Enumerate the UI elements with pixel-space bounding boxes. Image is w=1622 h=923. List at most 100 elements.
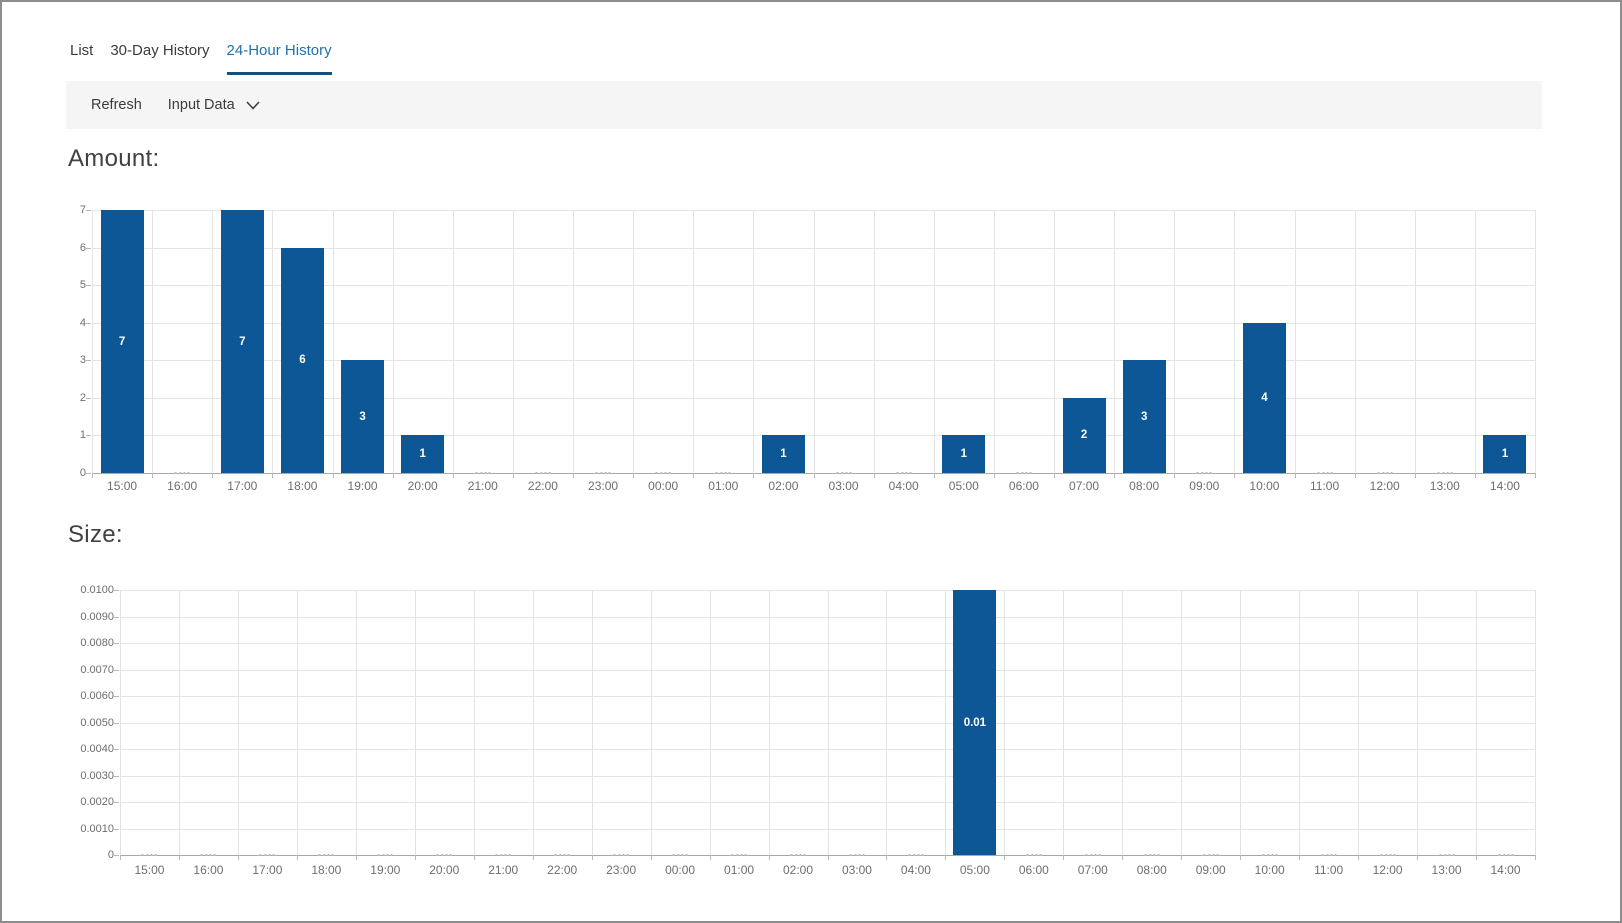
gridline-vertical xyxy=(827,590,829,855)
refresh-button[interactable]: Refresh xyxy=(91,97,142,113)
gridline-vertical xyxy=(650,590,652,855)
gridline-vertical xyxy=(873,210,875,473)
y-axis-tick xyxy=(114,643,119,644)
zero-value-marker xyxy=(1437,472,1453,474)
x-axis-tick xyxy=(473,855,475,860)
gridline-vertical xyxy=(355,590,357,855)
bar-10:00[interactable]: 4 xyxy=(1242,322,1286,473)
bar-19:00[interactable]: 3 xyxy=(341,360,385,473)
gridline-vertical xyxy=(1354,210,1356,473)
x-axis-tick-label: 14:00 xyxy=(1489,479,1520,493)
x-axis-tick-label: 05:00 xyxy=(959,863,990,877)
zero-value-marker xyxy=(715,472,731,474)
zero-value-marker xyxy=(174,472,190,474)
y-axis-tick-label: 4 xyxy=(79,316,86,329)
x-axis-tick-label: 05:00 xyxy=(948,479,979,493)
x-axis-tick xyxy=(1234,473,1236,478)
bar-07:00[interactable]: 2 xyxy=(1062,397,1106,473)
y-axis-tick xyxy=(114,696,119,697)
bar-02:00[interactable]: 1 xyxy=(761,435,805,473)
x-axis-tick xyxy=(768,855,770,860)
y-axis-tick xyxy=(114,669,119,671)
zero-value-marker xyxy=(613,854,629,856)
x-axis-tick xyxy=(1063,855,1065,860)
x-axis-tick xyxy=(886,855,888,860)
bar-17:00[interactable]: 7 xyxy=(220,210,264,473)
x-axis-tick xyxy=(1114,473,1116,478)
y-axis-tick xyxy=(114,749,119,750)
y-axis-tick-label: 2 xyxy=(79,391,86,404)
x-axis-tick xyxy=(753,473,755,478)
x-axis-tick xyxy=(591,855,593,860)
bar-20:00[interactable]: 1 xyxy=(401,435,445,473)
x-axis-tick xyxy=(1417,855,1419,860)
x-axis-tick-label: 22:00 xyxy=(527,479,558,493)
x-axis-tick-label: 21:00 xyxy=(467,479,498,493)
zero-value-marker xyxy=(495,854,511,856)
zero-value-marker xyxy=(554,854,570,856)
gridline-vertical xyxy=(886,590,888,855)
zero-value-marker xyxy=(1262,854,1278,856)
gridline-vertical xyxy=(452,210,454,473)
y-axis-tick xyxy=(114,775,119,777)
gridline-vertical xyxy=(1234,210,1236,473)
zero-value-marker xyxy=(849,854,865,856)
x-axis-tick-label: 10:00 xyxy=(1249,479,1280,493)
x-axis-tick-label: 02:00 xyxy=(768,479,799,493)
x-axis-tick-label: 18:00 xyxy=(311,863,342,877)
x-axis-tick xyxy=(120,855,121,860)
x-axis-tick xyxy=(414,855,416,860)
x-axis-tick-label: 09:00 xyxy=(1189,479,1220,493)
x-axis-tick xyxy=(945,855,947,860)
gridline-vertical xyxy=(633,210,635,473)
tab-bar: List 30-Day History 24-Hour History xyxy=(70,42,332,75)
zero-value-marker xyxy=(141,854,157,856)
input-data-dropdown[interactable]: Input Data xyxy=(168,96,260,114)
zero-value-marker xyxy=(790,854,806,856)
x-axis-tick xyxy=(1299,855,1301,860)
x-axis-tick-label: 20:00 xyxy=(429,863,460,877)
bar-value-label: 3 xyxy=(359,410,366,423)
y-axis-tick-label: 0 xyxy=(79,467,86,479)
x-axis-tick-label: 13:00 xyxy=(1429,479,1460,493)
x-axis-tick-label: 11:00 xyxy=(1309,479,1340,493)
x-axis-tick-label: 12:00 xyxy=(1369,479,1400,493)
gridline-vertical xyxy=(813,210,815,473)
tab-list[interactable]: List xyxy=(70,42,94,59)
gridline-vertical xyxy=(92,210,93,473)
x-axis-tick xyxy=(237,855,239,860)
bar-08:00[interactable]: 3 xyxy=(1122,360,1166,473)
x-axis-tick xyxy=(1474,473,1476,478)
input-data-label: Input Data xyxy=(167,97,235,113)
bar-05:00[interactable]: 0.01 xyxy=(953,590,997,855)
bar-15:00[interactable]: 7 xyxy=(100,210,144,473)
bar-value-label: 1 xyxy=(1501,448,1509,461)
bar-value-label: 7 xyxy=(118,335,126,348)
zero-value-marker xyxy=(1016,472,1032,474)
size-bar-chart: 0 0.0010 0.0020 0.0030 0.0040 0.0050 0.0060 0.0… xyxy=(62,582,1602,892)
bar-05:00[interactable]: 1 xyxy=(942,435,986,473)
gridline-vertical xyxy=(178,590,180,855)
bar-18:00[interactable]: 6 xyxy=(280,247,324,473)
zero-value-marker xyxy=(896,472,912,474)
zero-value-marker xyxy=(1196,472,1212,474)
x-axis-tick xyxy=(212,473,214,478)
x-axis-tick-label: 09:00 xyxy=(1195,863,1226,877)
tab-24-hour-history[interactable]: 24-Hour History xyxy=(226,42,332,75)
x-axis-tick xyxy=(152,473,154,478)
y-axis-tick-label: 1 xyxy=(79,429,86,442)
bar-value-label: 1 xyxy=(419,448,426,461)
y-axis-tick xyxy=(86,360,91,362)
x-axis-tick xyxy=(709,855,711,860)
x-axis-tick xyxy=(1358,855,1360,860)
x-axis-tick xyxy=(573,473,574,478)
tab-30-day-history[interactable]: 30-Day History xyxy=(110,42,210,59)
gridline-vertical xyxy=(532,590,534,855)
gridline-vertical xyxy=(152,210,154,473)
y-axis-tick-label: 0.0080 xyxy=(80,637,114,649)
x-axis-tick-label: 03:00 xyxy=(828,479,859,493)
zero-value-marker xyxy=(377,854,393,856)
bar-14:00[interactable]: 1 xyxy=(1483,435,1527,473)
gridline-vertical xyxy=(120,590,121,855)
x-axis-tick-label: 02:00 xyxy=(783,863,814,877)
